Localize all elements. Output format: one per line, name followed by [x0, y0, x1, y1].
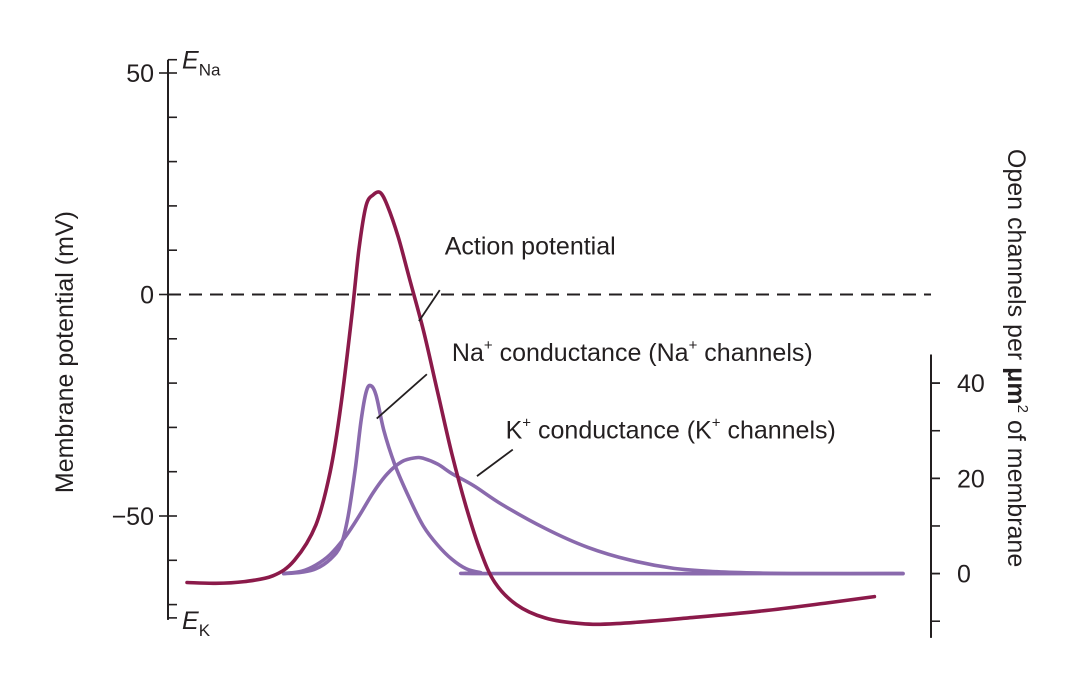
annotation-k-conductance-text: conductance (K: [531, 416, 712, 444]
annotation-na-conductance-text: channels): [697, 339, 812, 367]
series-k-conductance: [281, 455, 905, 576]
right-title-sup: 2: [1014, 405, 1031, 413]
right-tick-label: 40: [957, 370, 985, 398]
e-k-label-sub: K: [199, 621, 211, 640]
annotation-k-conductance-text: channels): [721, 416, 836, 444]
annotation-action-potential-text: Action potential: [445, 233, 616, 261]
right-axis: 40 20 0 Open channels per μm2 of membrane: [930, 149, 1031, 638]
right-tick-label: 20: [957, 465, 985, 493]
annotation-k-conductance-sup: +: [712, 414, 721, 431]
annotation-na-conductance-text: Na: [452, 339, 484, 367]
right-title-part: Open channels per: [1002, 149, 1030, 367]
series-na-conductance: [281, 383, 905, 576]
left-tick-label: 50: [126, 60, 154, 88]
annotation-action-potential-label: Action potential: [445, 233, 616, 261]
annotation-na-conductance-text: conductance (Na: [493, 339, 689, 367]
annotation-k-conductance-sup: +: [522, 414, 531, 431]
e-k-label: EK: [182, 607, 211, 640]
annotation-action-potential-leader: [418, 289, 441, 322]
e-na-label: ENa: [182, 47, 221, 80]
right-title-unit: μm: [1002, 367, 1030, 405]
annotation-k-conductance-text: K: [506, 416, 523, 444]
annotation-na-conductance-label: Na+ conductance (Na+ channels): [452, 337, 813, 367]
left-axis-title: Membrane potential (mV): [51, 211, 79, 493]
annotation-na-conductance-leader: [376, 373, 428, 420]
series-action-potential: [185, 190, 877, 627]
right-axis-title: Open channels per μm2 of membrane: [1002, 149, 1031, 567]
right-title-rest: of membrane: [1002, 413, 1030, 567]
left-tick-label: −50: [112, 503, 154, 531]
e-na-label-sub: Na: [199, 61, 221, 80]
annotation-k-conductance-leader: [476, 448, 514, 477]
left-tick-label: 0: [140, 282, 154, 310]
e-k-label-base: E: [182, 607, 199, 635]
e-na-label-base: E: [182, 47, 199, 75]
series-layer: [185, 190, 905, 627]
annotation-na-conductance-sup: +: [484, 337, 493, 354]
annotation-na-conductance-sup: +: [689, 337, 698, 354]
annotation-k-conductance-label: K+ conductance (K+ channels): [506, 414, 836, 444]
right-tick-label: 0: [957, 561, 971, 589]
